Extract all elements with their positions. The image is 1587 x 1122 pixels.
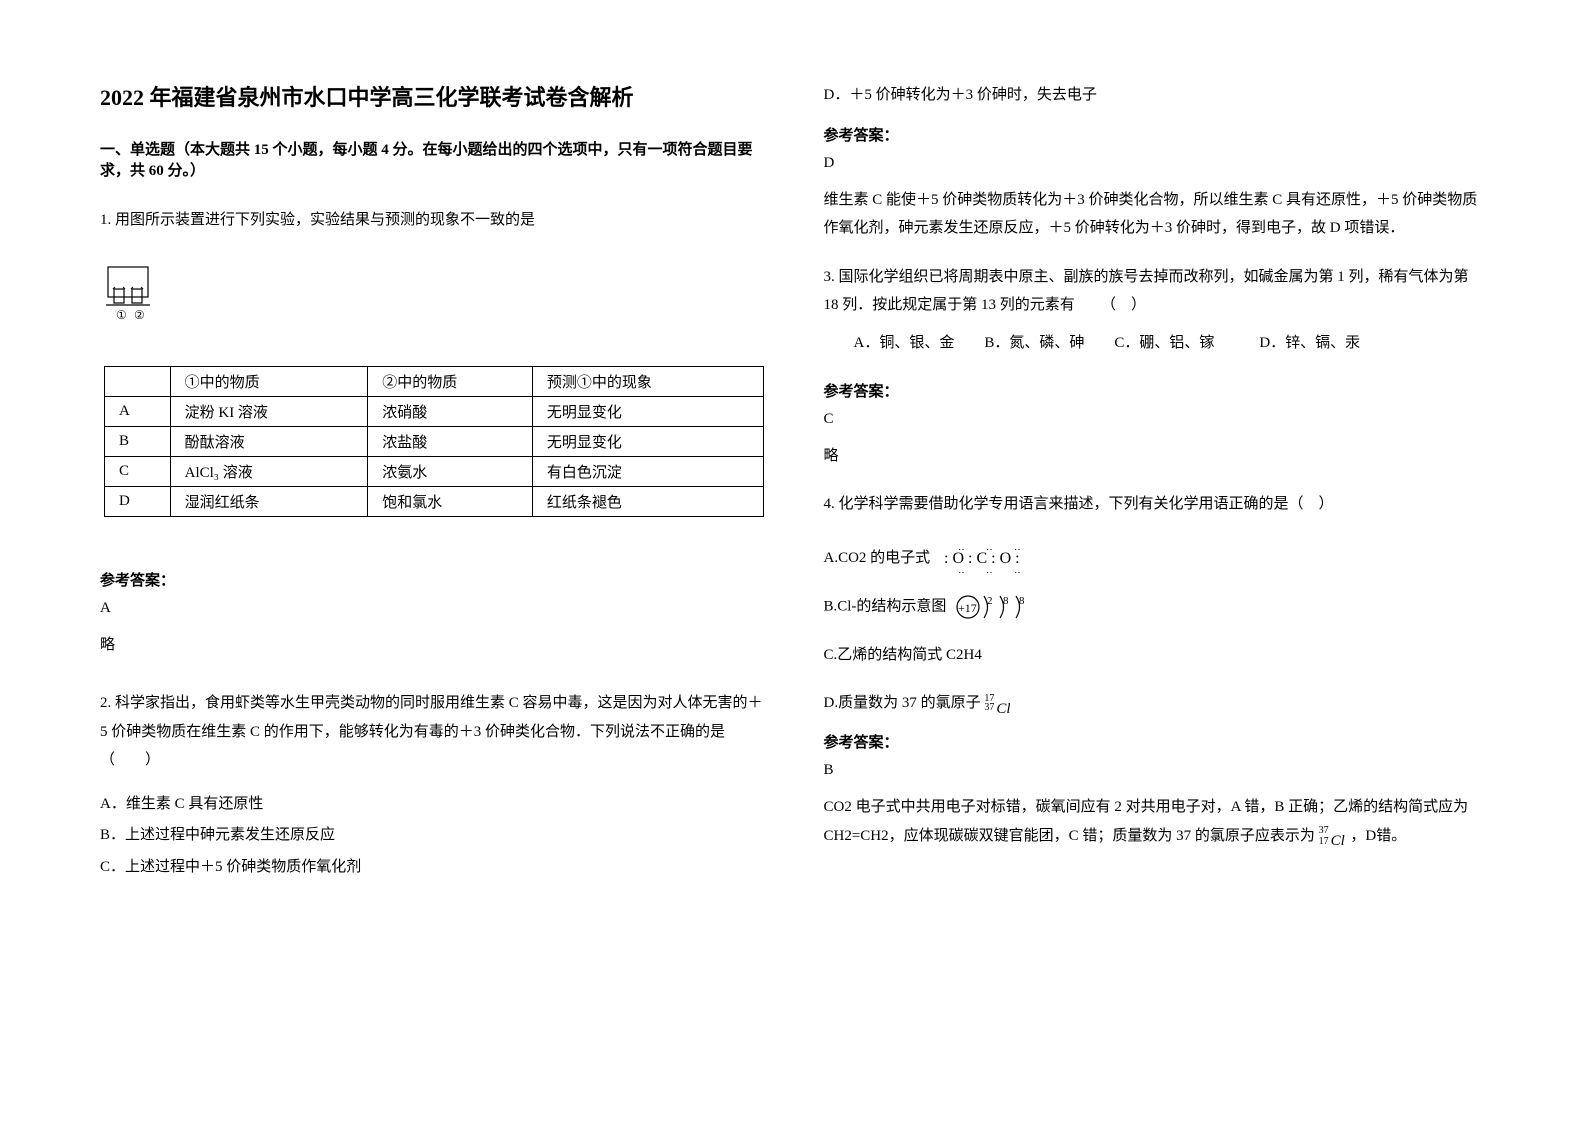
q3-answer-label: 参考答案： <box>824 380 1488 401</box>
apparatus-svg: ① ② <box>104 265 166 327</box>
q2-answer-letter: D <box>824 155 1488 172</box>
cell: 淀粉 KI 溶液 <box>170 396 368 426</box>
iso-bot: 37 <box>984 697 994 718</box>
q3-answer-body: 略 <box>824 442 1488 471</box>
q2-option-b: B．上述过程中砷元素发生还原反应 <box>100 820 764 852</box>
cell: 饱和氯水 <box>368 486 533 516</box>
q4-answer-letter: B <box>824 762 1488 779</box>
q4-option-d: D.质量数为 37 的氯原子 17 37 Cl <box>824 688 1488 720</box>
table-row: D 湿润红纸条 饱和氯水 红纸条褪色 <box>105 486 764 516</box>
svg-text:+17: +17 <box>958 601 977 615</box>
q4-stem: 4. 化学科学需要借助化学专用语言来描述，下列有关化学用语正确的是（ ） <box>824 490 1488 519</box>
iso-sym: Cl <box>996 694 1010 726</box>
q1-stem: 1. 用图所示装置进行下列实验，实验结果与预测的现象不一致的是 <box>100 206 764 235</box>
cell: D <box>105 486 171 516</box>
svg-text:‥: ‥ <box>958 543 965 553</box>
cell: AlCl₃ 溶液 <box>170 456 368 486</box>
q4-answer-body: CO2 电子式中共用电子对标错，碳氧间应有 2 对共用电子对，A 错，B 正确；… <box>824 793 1488 850</box>
q2-answer-body: 维生素 C 能使＋5 价砷类物质转化为＋3 价砷类化合物，所以维生素 C 具有还… <box>824 186 1488 243</box>
cell: B <box>105 426 171 456</box>
q1-answer-letter: A <box>100 600 764 617</box>
cell: A <box>105 396 171 426</box>
q2-stem: 2. 科学家指出，食用虾类等水生甲壳类动物的同时服用维生素 C 容易中毒，这是因… <box>100 689 764 775</box>
cell: 浓氨水 <box>368 456 533 486</box>
th-col2: ②中的物质 <box>368 366 533 396</box>
q3-options: A．铜、银、金 B．氮、磷、砷 C．硼、铝、镓 D．锌、镉、汞 <box>824 328 1488 358</box>
q1-answer-body: 略 <box>100 631 764 660</box>
cell: 湿润红纸条 <box>170 486 368 516</box>
q2-option-a: A．维生素 C 具有还原性 <box>100 789 764 821</box>
iso-bot: 17 <box>1319 832 1329 851</box>
cell: 无明显变化 <box>532 426 763 456</box>
isotope-icon: 17 37 Cl <box>984 692 1012 714</box>
diagram-label-1: ① <box>116 308 127 322</box>
table-row: C AlCl₃ 溶液 浓氨水 有白色沉淀 <box>105 456 764 486</box>
cell: C <box>105 456 171 486</box>
q2-option-c: C．上述过程中＋5 价砷类物质作氧化剂 <box>100 852 764 884</box>
table-row: ①中的物质 ②中的物质 预测①中的现象 <box>105 366 764 396</box>
table-row: A 淀粉 KI 溶液 浓硝酸 无明显变化 <box>105 396 764 426</box>
q4-optB-text: B.Cl-的结构示意图 <box>824 598 947 614</box>
cell: 浓硝酸 <box>368 396 533 426</box>
q4-answer-body-2: ，D错。 <box>1350 828 1406 844</box>
q1-answer-label: 参考答案： <box>100 569 764 590</box>
q4-option-a: A.CO2 的电子式 : O : C : O : ‥ ‥ ‥ ‥ ‥ ‥ <box>824 543 1488 575</box>
svg-text:8: 8 <box>1019 595 1025 607</box>
q4-optD-text: D.质量数为 37 的氯原子 <box>824 695 981 711</box>
cell: 红纸条褪色 <box>532 486 763 516</box>
q3-answer-letter: C <box>824 411 1488 428</box>
q4-option-b: B.Cl-的结构示意图 +17 2 8 8 <box>824 590 1488 624</box>
diagram-label-2: ② <box>134 308 145 322</box>
svg-text:8: 8 <box>1003 595 1009 607</box>
q2-option-d: D．＋5 价砷转化为＋3 价砷时，失去电子 <box>824 80 1488 112</box>
q1-table: ①中的物质 ②中的物质 预测①中的现象 A 淀粉 KI 溶液 浓硝酸 无明显变化… <box>104 366 764 517</box>
page-title: 2022 年福建省泉州市水口中学高三化学联考试卷含解析 <box>100 80 764 112</box>
cell: 无明显变化 <box>532 396 763 426</box>
section-1-heading: 一、单选题（本大题共 15 个小题，每小题 4 分。在每小题给出的四个选项中，只… <box>100 138 764 180</box>
table-row: B 酚酞溶液 浓盐酸 无明显变化 <box>105 426 764 456</box>
left-column: 2022 年福建省泉州市水口中学高三化学联考试卷含解析 一、单选题（本大题共 1… <box>100 80 764 1042</box>
q4-answer-label: 参考答案： <box>824 731 1488 752</box>
q1-diagram: ① ② <box>104 265 764 332</box>
svg-text:: O : C : O :: : O : C : O : <box>944 550 1020 567</box>
svg-text:2: 2 <box>987 595 993 607</box>
q4-optA-text: A.CO2 的电子式 <box>824 550 931 566</box>
svg-text:‥: ‥ <box>958 565 965 573</box>
q3-stem: 3. 国际化学组织已将周期表中原主、副族的族号去掉而改称列，如碱金属为第 1 列… <box>824 263 1488 320</box>
q2-answer-label: 参考答案： <box>824 124 1488 145</box>
cell: 酚酞溶液 <box>170 426 368 456</box>
svg-text:‥: ‥ <box>1014 565 1021 573</box>
th-blank <box>105 366 171 396</box>
atom-structure-icon: +17 2 8 8 <box>954 590 1054 624</box>
iso-sym: Cl <box>1331 827 1345 856</box>
q4-option-c: C.乙烯的结构简式 C2H4 <box>824 640 1488 672</box>
isotope-icon: 37 17 Cl <box>1319 825 1347 847</box>
right-column: D．＋5 价砷转化为＋3 价砷时，失去电子 参考答案： D 维生素 C 能使＋5… <box>824 80 1488 1042</box>
cell: 有白色沉淀 <box>532 456 763 486</box>
lewis-co2-icon: : O : C : O : ‥ ‥ ‥ ‥ ‥ ‥ <box>938 543 1048 573</box>
th-col1: ①中的物质 <box>170 366 368 396</box>
svg-text:‥: ‥ <box>986 565 993 573</box>
th-col3: 预测①中的现象 <box>532 366 763 396</box>
svg-text:‥: ‥ <box>986 543 993 553</box>
svg-text:‥: ‥ <box>1014 543 1021 553</box>
cell: 浓盐酸 <box>368 426 533 456</box>
